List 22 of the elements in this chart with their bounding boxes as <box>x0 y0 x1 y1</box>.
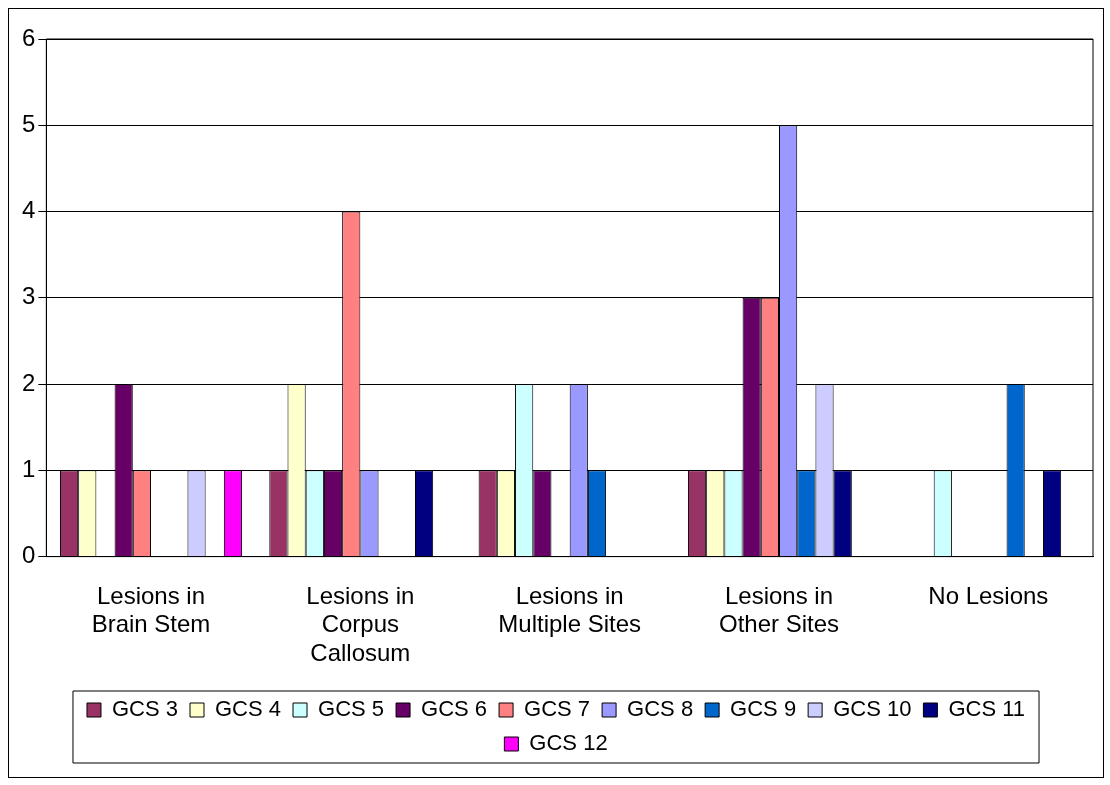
x-tick-label: Lesions in Corpus Callosum <box>306 581 415 667</box>
y-tick-label: 2 <box>21 368 36 396</box>
legend-label: GCS 9 <box>730 696 797 722</box>
legend-label: GCS 11 <box>948 696 1026 722</box>
legend-label: GCS 10 <box>833 696 912 722</box>
y-tick-label: 4 <box>21 196 36 224</box>
y-tick-label: 6 <box>21 23 36 51</box>
x-tick-label: Lesions in Multiple Sites <box>498 581 642 638</box>
legend-label: GCS 7 <box>524 696 591 722</box>
y-tick-label: 5 <box>21 109 36 137</box>
x-tick-label: Lesions in Other Sites <box>718 581 840 638</box>
legend-label: GCS 8 <box>627 696 694 722</box>
y-tick-label: 1 <box>21 454 36 482</box>
legend-label: GCS 3 <box>111 696 179 722</box>
x-tick-label: Lesions in Brain Stem <box>91 581 211 638</box>
y-tick-label: 0 <box>21 541 36 569</box>
legend-label: GCS 4 <box>215 696 282 722</box>
y-tick-label: 3 <box>21 282 36 310</box>
x-tick-label: No Lesions <box>928 581 1049 609</box>
legend-label: GCS 12 <box>529 730 608 756</box>
legend-label: GCS 6 <box>421 696 488 722</box>
legend-label: GCS 5 <box>318 696 385 722</box>
